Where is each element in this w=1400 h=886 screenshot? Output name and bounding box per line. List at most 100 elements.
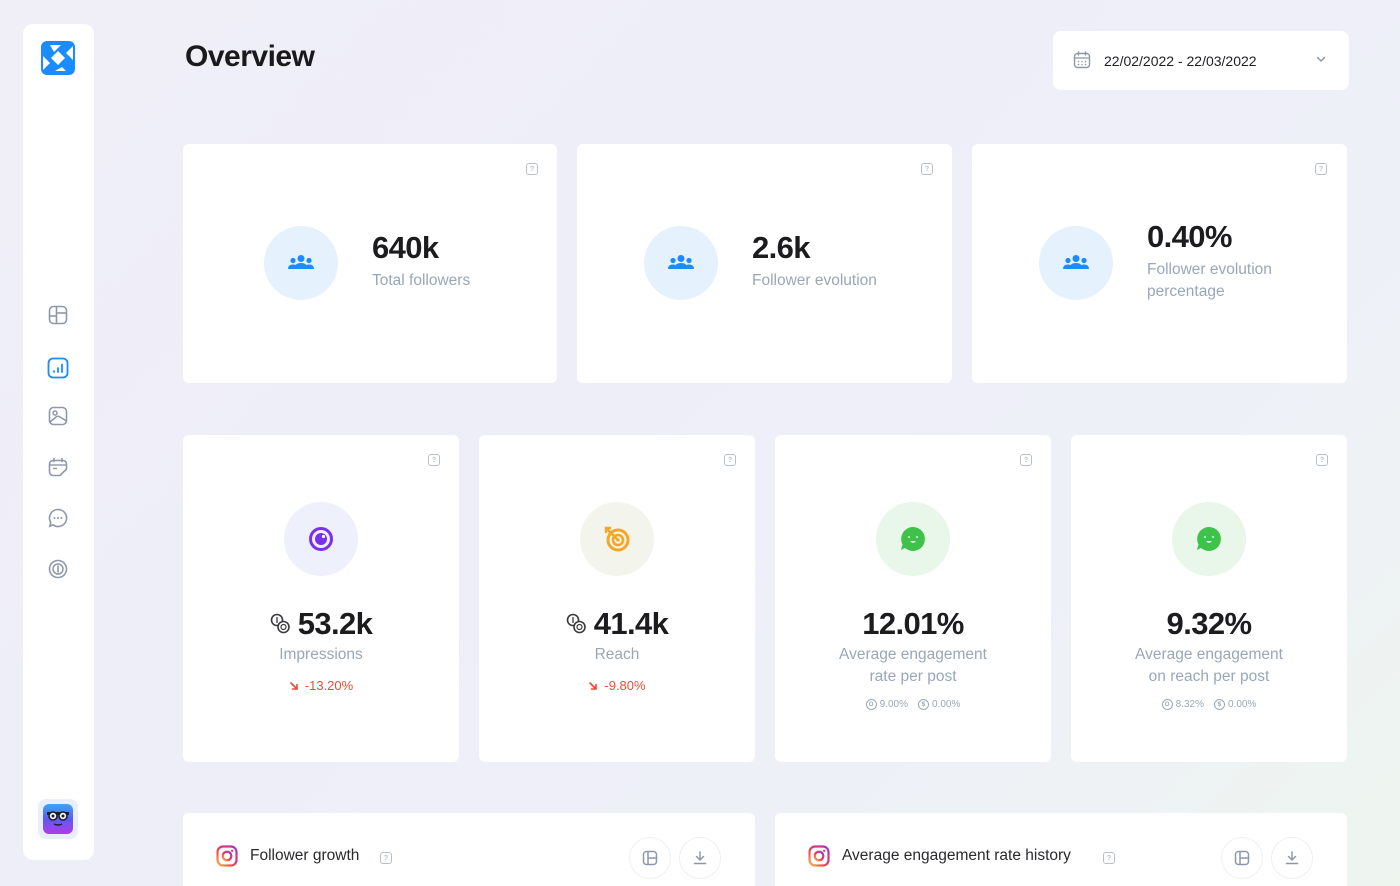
- layout-icon: [642, 850, 658, 866]
- sidebar: [23, 24, 94, 860]
- users-icon: [288, 255, 314, 269]
- avg-engagement-rate-label-line2: rate per post: [869, 668, 957, 685]
- smile-chat-icon-badge: [876, 502, 950, 576]
- calendar-note-icon: [48, 457, 68, 477]
- smile-chat-icon-badge: [1172, 502, 1246, 576]
- sidebar-item-media[interactable]: [47, 405, 69, 427]
- sidebar-item-dashboard[interactable]: [47, 304, 69, 326]
- download-button[interactable]: [1271, 837, 1313, 879]
- layout-grid-icon: [48, 305, 68, 325]
- help-icon[interactable]: ?: [724, 454, 736, 466]
- date-range-picker[interactable]: 22/02/2022 - 22/03/2022: [1053, 31, 1349, 90]
- follower-evolution-card: ? 2.6k Follower evolution: [577, 144, 952, 383]
- users-icon: [1063, 255, 1089, 269]
- help-icon[interactable]: ?: [380, 852, 392, 864]
- follower-evolution-percentage-value: 0.40%: [1147, 219, 1233, 254]
- total-followers-label: Total followers: [372, 272, 471, 289]
- organic-value: 9.00%: [879, 699, 908, 710]
- organic-value: 8.32%: [1175, 699, 1204, 710]
- date-range-value: 22/02/2022 - 22/03/2022: [1104, 52, 1257, 69]
- app-logo-icon[interactable]: [41, 41, 75, 75]
- paid-value: 0.00%: [1228, 699, 1257, 710]
- sidebar-item-calendar[interactable]: [47, 456, 69, 478]
- chat-bubble-icon: [48, 508, 68, 528]
- instagram-icon: [216, 845, 238, 867]
- organic-icon: O: [1161, 699, 1173, 710]
- follower-evolution-value: 2.6k: [752, 230, 811, 265]
- total-followers-value: 640k: [372, 230, 439, 265]
- page-title: Overview: [185, 40, 315, 73]
- smile-chat-icon: [1197, 527, 1221, 551]
- help-icon[interactable]: ?: [1315, 163, 1327, 175]
- smile-chat-icon: [901, 527, 925, 551]
- organic-icon: O: [865, 699, 877, 710]
- target-icon: [604, 526, 630, 552]
- help-icon[interactable]: ?: [428, 454, 440, 466]
- impressions-label: Impressions: [279, 646, 363, 663]
- engagement-rate-history-title: Average engagement rate history: [842, 847, 1071, 864]
- users-icon: [668, 255, 694, 269]
- impressions-value: 53.2k: [297, 606, 373, 641]
- layout-icon: [1234, 850, 1250, 866]
- download-button[interactable]: [679, 837, 721, 879]
- layout-toggle-button[interactable]: [629, 837, 671, 879]
- follower-evolution-percentage-label-line1: Follower evolution: [1147, 261, 1272, 278]
- avg-engagement-rate-card: ? 12.01% Average engagement rate per pos…: [775, 435, 1051, 762]
- arrow-down-right-icon: [589, 681, 598, 690]
- sidebar-item-messages[interactable]: [47, 507, 69, 529]
- impressions-card: ? 53.2k Impressions -13.20%: [183, 435, 459, 762]
- image-icon: [48, 406, 68, 426]
- help-icon[interactable]: ?: [1316, 454, 1328, 466]
- instagram-icon: [808, 845, 830, 867]
- paid-icon: $: [918, 699, 929, 710]
- help-icon[interactable]: ?: [526, 163, 538, 175]
- paid-value: 0.00%: [932, 699, 961, 710]
- download-icon: [1285, 851, 1299, 865]
- radar-icon: [48, 559, 68, 579]
- total-followers-card: ? 640k Total followers: [183, 144, 557, 383]
- users-icon-badge: [264, 226, 338, 300]
- arrow-down-right-icon: [289, 681, 298, 690]
- eye-icon-badge: [284, 502, 358, 576]
- avg-engagement-rate-value: 12.01%: [862, 606, 964, 641]
- user-avatar[interactable]: [38, 799, 78, 839]
- layout-toggle-button[interactable]: [1221, 837, 1263, 879]
- download-icon: [693, 851, 707, 865]
- target-icon-badge: [580, 502, 654, 576]
- calendar-icon: [1073, 51, 1091, 69]
- coins-icon: [270, 613, 290, 634]
- avg-engagement-reach-label-line2: on reach per post: [1148, 668, 1270, 685]
- follower-evolution-percentage-card: ? 0.40% Follower evolution percentage: [972, 144, 1347, 383]
- sidebar-item-listening[interactable]: [47, 558, 69, 580]
- avg-engagement-reach-card: ? 9.32% Average engagement on reach per …: [1071, 435, 1347, 762]
- avg-engagement-reach-label-line1: Average engagement: [1135, 646, 1283, 663]
- chevron-down-icon: [1316, 56, 1326, 62]
- help-icon[interactable]: ?: [1020, 454, 1032, 466]
- users-icon-badge: [644, 226, 718, 300]
- avatar-icon: [43, 804, 73, 834]
- sidebar-item-analytics[interactable]: [47, 357, 69, 379]
- paid-icon: $: [1214, 699, 1225, 710]
- reach-card: ? 41.4k Reach -9.80%: [479, 435, 755, 762]
- paid-stat: $ 0.00%: [918, 699, 960, 710]
- paid-stat: $ 0.00%: [1214, 699, 1256, 710]
- avg-engagement-rate-label-line1: Average engagement: [839, 646, 987, 663]
- follower-evolution-label: Follower evolution: [752, 272, 877, 289]
- follower-growth-card: Follower growth ?: [183, 813, 755, 886]
- follower-evolution-percentage-label-line2: percentage: [1147, 283, 1225, 300]
- help-icon[interactable]: ?: [1103, 852, 1115, 864]
- bar-chart-icon: [47, 357, 69, 379]
- reach-value: 41.4k: [593, 606, 669, 641]
- reach-delta: -9.80%: [604, 678, 646, 693]
- engagement-rate-history-card: Average engagement rate history ?: [775, 813, 1347, 886]
- organic-stat: O 9.00%: [865, 699, 908, 710]
- users-icon-badge: [1039, 226, 1113, 300]
- coins-icon: [566, 613, 586, 634]
- avg-engagement-reach-value: 9.32%: [1166, 606, 1253, 641]
- help-icon[interactable]: ?: [921, 163, 933, 175]
- organic-stat: O 8.32%: [1161, 699, 1204, 710]
- impressions-delta: -13.20%: [304, 678, 354, 693]
- eye-icon: [309, 527, 333, 551]
- reach-label: Reach: [594, 646, 640, 663]
- follower-growth-title: Follower growth: [250, 847, 360, 864]
